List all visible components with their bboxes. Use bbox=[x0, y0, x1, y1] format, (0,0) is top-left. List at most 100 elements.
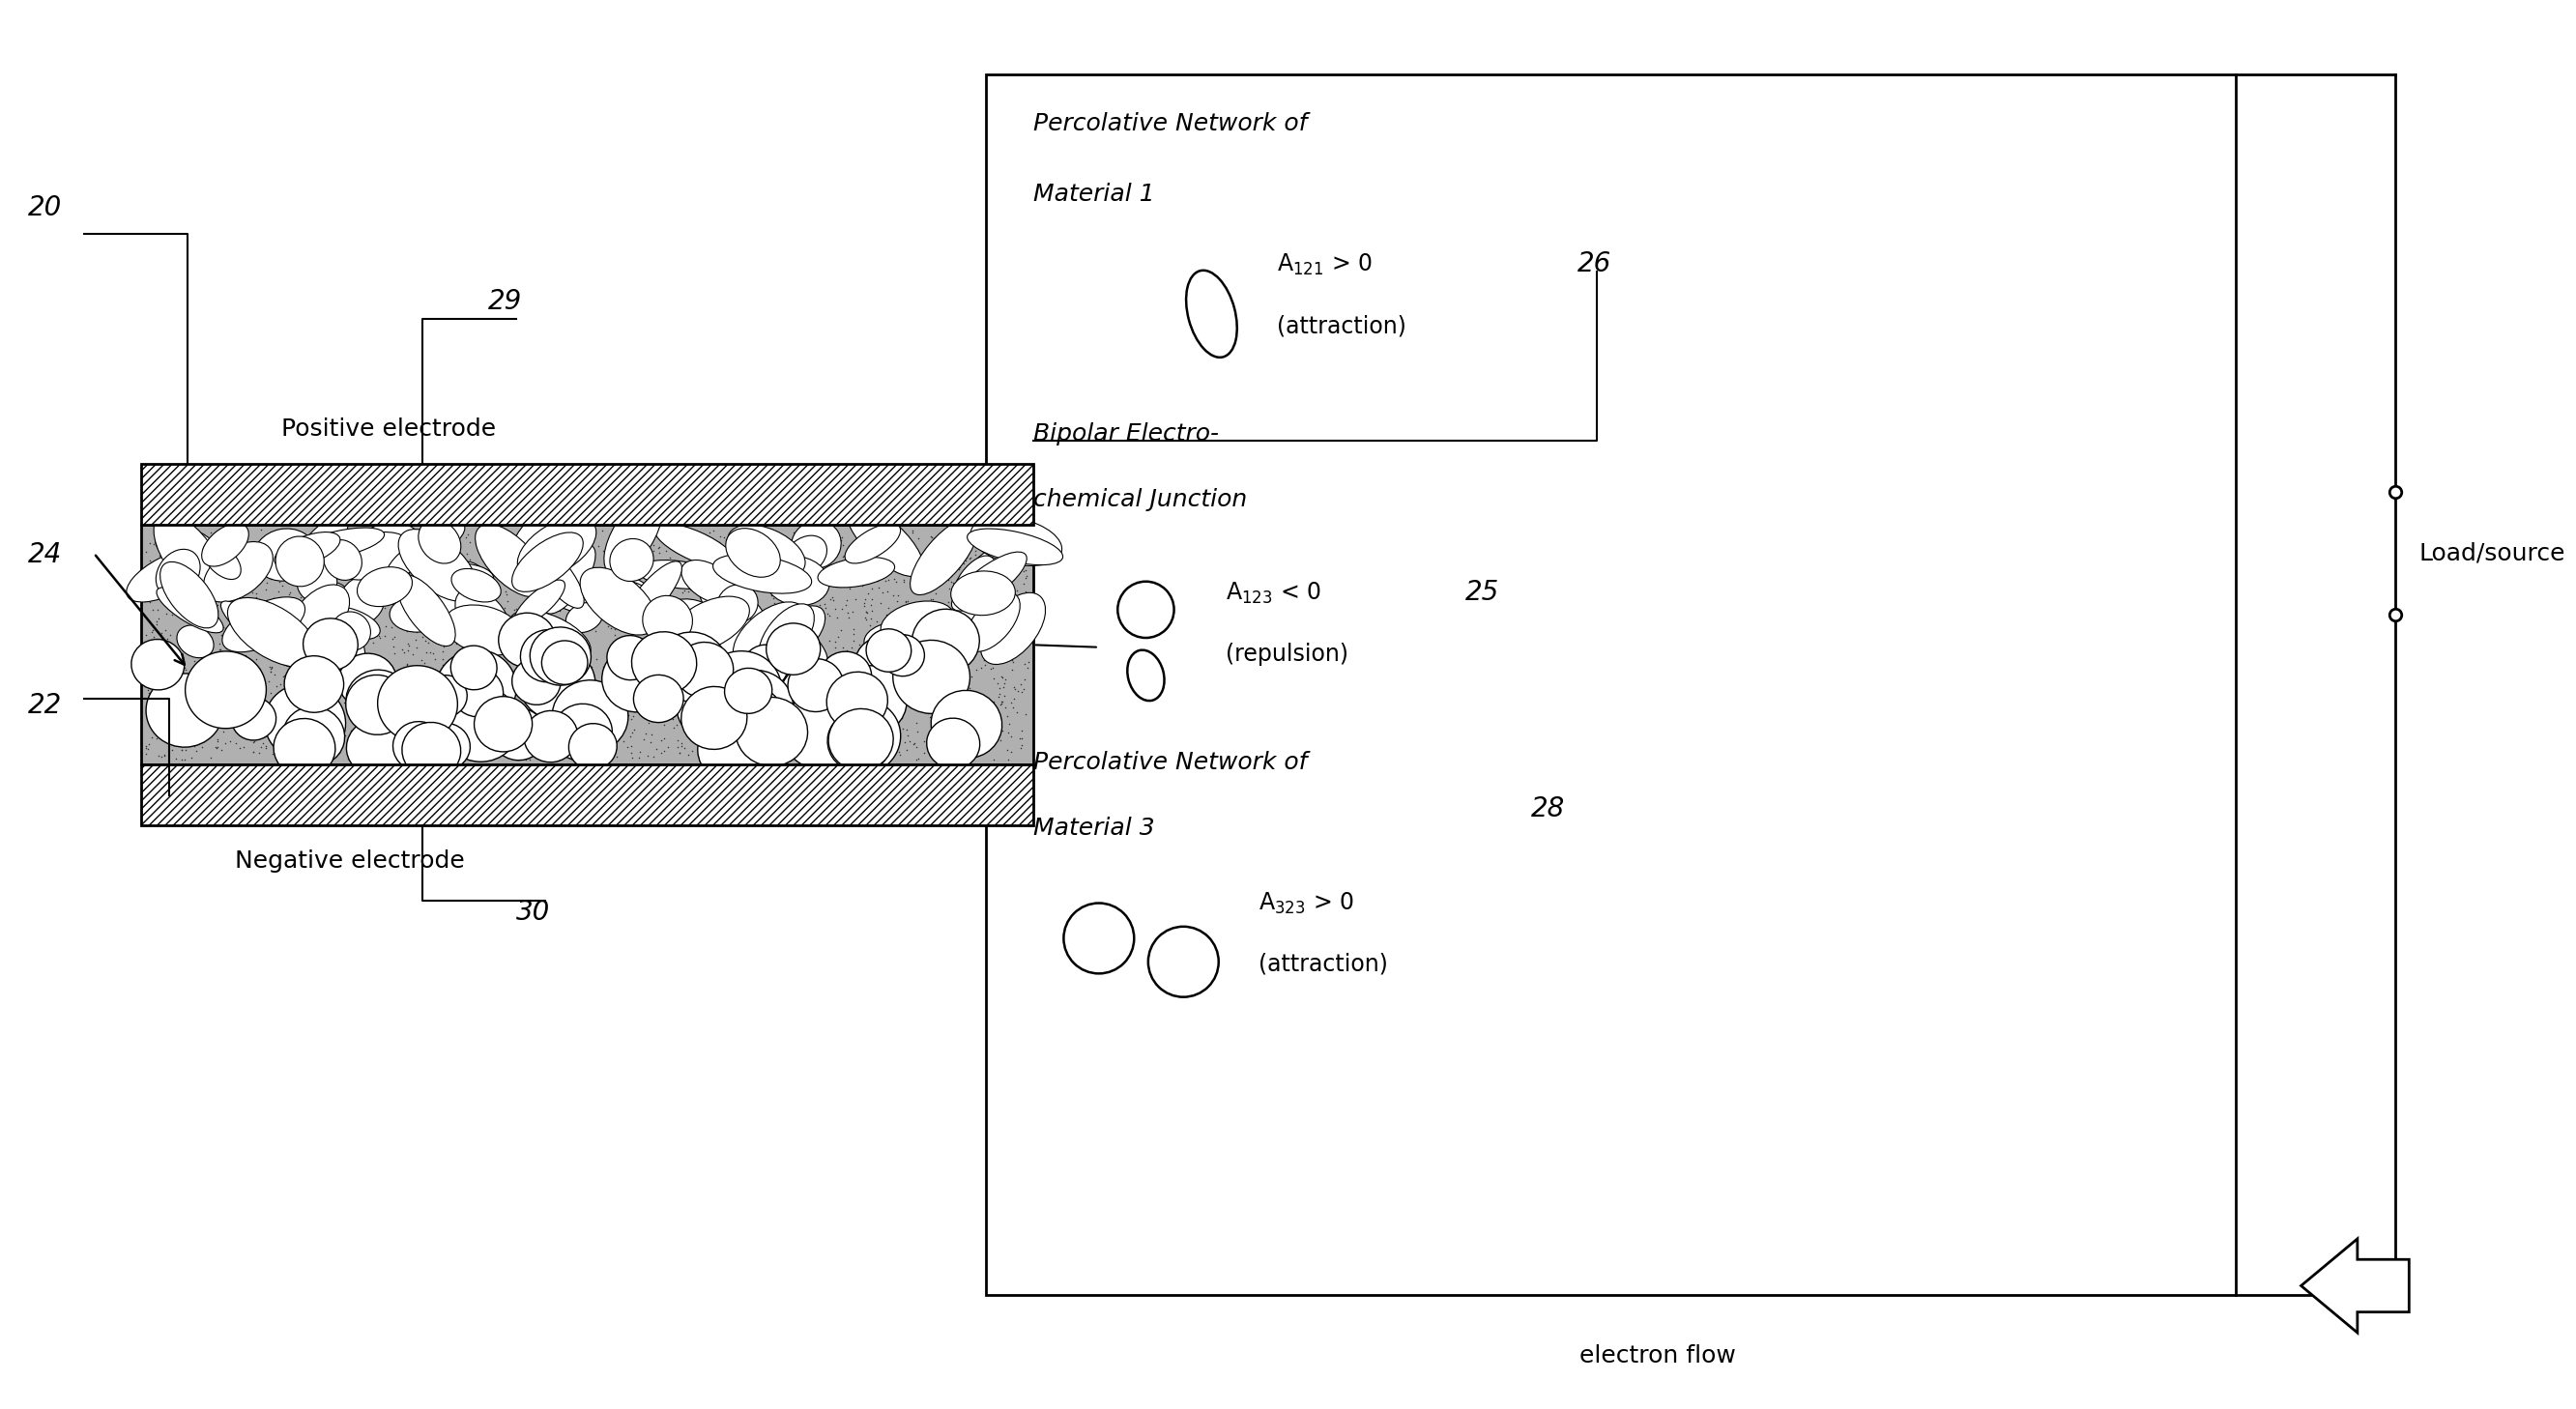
Point bbox=[397, 524, 438, 547]
Point bbox=[572, 657, 613, 679]
Point bbox=[196, 737, 237, 759]
Point bbox=[381, 719, 422, 741]
Point bbox=[801, 600, 842, 623]
Point bbox=[884, 717, 925, 740]
Point bbox=[752, 657, 793, 679]
Point bbox=[201, 561, 242, 583]
Point bbox=[832, 671, 873, 693]
Point bbox=[301, 696, 343, 719]
Point bbox=[178, 623, 219, 645]
Point bbox=[549, 683, 590, 706]
Point bbox=[188, 547, 229, 569]
Point bbox=[363, 551, 404, 573]
Point bbox=[348, 654, 389, 676]
Point bbox=[428, 678, 469, 700]
Point bbox=[768, 659, 809, 682]
Point bbox=[348, 702, 389, 724]
Point bbox=[492, 744, 533, 766]
Point bbox=[425, 674, 466, 696]
Point bbox=[397, 527, 438, 550]
Point bbox=[229, 681, 270, 703]
Point bbox=[294, 681, 335, 703]
Point bbox=[853, 707, 894, 730]
Point bbox=[804, 593, 845, 616]
Point bbox=[904, 682, 945, 704]
Point bbox=[613, 612, 654, 634]
Point bbox=[142, 526, 183, 548]
Point bbox=[162, 669, 204, 692]
Point bbox=[363, 559, 404, 582]
Point bbox=[325, 727, 366, 750]
Point bbox=[623, 671, 665, 693]
Point bbox=[683, 650, 724, 672]
Point bbox=[327, 597, 368, 620]
Point bbox=[461, 692, 502, 714]
Point bbox=[487, 589, 528, 612]
Point bbox=[188, 717, 229, 740]
Point bbox=[858, 641, 899, 664]
Point bbox=[657, 690, 698, 713]
Point bbox=[404, 743, 446, 765]
Point bbox=[278, 745, 319, 768]
Point bbox=[958, 730, 999, 752]
Point bbox=[204, 671, 245, 693]
Point bbox=[822, 545, 863, 568]
Point bbox=[783, 559, 824, 582]
Point bbox=[556, 581, 598, 603]
Point bbox=[152, 664, 193, 686]
Point bbox=[335, 558, 376, 581]
Ellipse shape bbox=[603, 645, 672, 712]
Point bbox=[448, 561, 489, 583]
Point bbox=[433, 583, 474, 606]
Point bbox=[817, 576, 858, 599]
Point bbox=[170, 733, 211, 755]
Point bbox=[781, 531, 822, 554]
Point bbox=[466, 597, 507, 620]
Point bbox=[286, 593, 327, 616]
Point bbox=[577, 610, 618, 633]
Point bbox=[309, 648, 350, 671]
Point bbox=[131, 710, 173, 733]
Ellipse shape bbox=[760, 604, 814, 668]
Ellipse shape bbox=[520, 648, 595, 720]
Point bbox=[927, 627, 969, 650]
Point bbox=[258, 648, 299, 671]
Point bbox=[343, 685, 384, 707]
Ellipse shape bbox=[981, 593, 1046, 665]
Point bbox=[384, 727, 425, 750]
Point bbox=[289, 526, 330, 548]
Point bbox=[250, 542, 291, 565]
Point bbox=[781, 589, 822, 612]
Point bbox=[155, 600, 196, 623]
Point bbox=[448, 531, 489, 554]
Point bbox=[551, 578, 592, 600]
Point bbox=[502, 648, 544, 671]
Point bbox=[211, 530, 252, 552]
Point bbox=[224, 672, 265, 695]
Point bbox=[659, 569, 701, 592]
Point bbox=[744, 745, 786, 768]
Point bbox=[868, 523, 909, 545]
Point bbox=[515, 573, 556, 596]
Point bbox=[201, 683, 242, 706]
Point bbox=[974, 592, 1015, 614]
Point bbox=[198, 709, 240, 731]
Point bbox=[420, 658, 461, 681]
Point bbox=[322, 606, 363, 628]
Point bbox=[193, 524, 234, 547]
Point bbox=[886, 643, 927, 665]
Point bbox=[866, 741, 907, 764]
Point bbox=[464, 624, 505, 647]
Point bbox=[629, 627, 670, 650]
Point bbox=[430, 606, 471, 628]
Point bbox=[510, 561, 551, 583]
Ellipse shape bbox=[456, 588, 510, 645]
Point bbox=[788, 606, 829, 628]
Point bbox=[564, 664, 605, 686]
Point bbox=[626, 620, 667, 643]
Point bbox=[386, 633, 428, 655]
Point bbox=[340, 723, 381, 745]
Point bbox=[469, 714, 510, 737]
Point bbox=[956, 561, 997, 583]
Point bbox=[696, 648, 737, 671]
